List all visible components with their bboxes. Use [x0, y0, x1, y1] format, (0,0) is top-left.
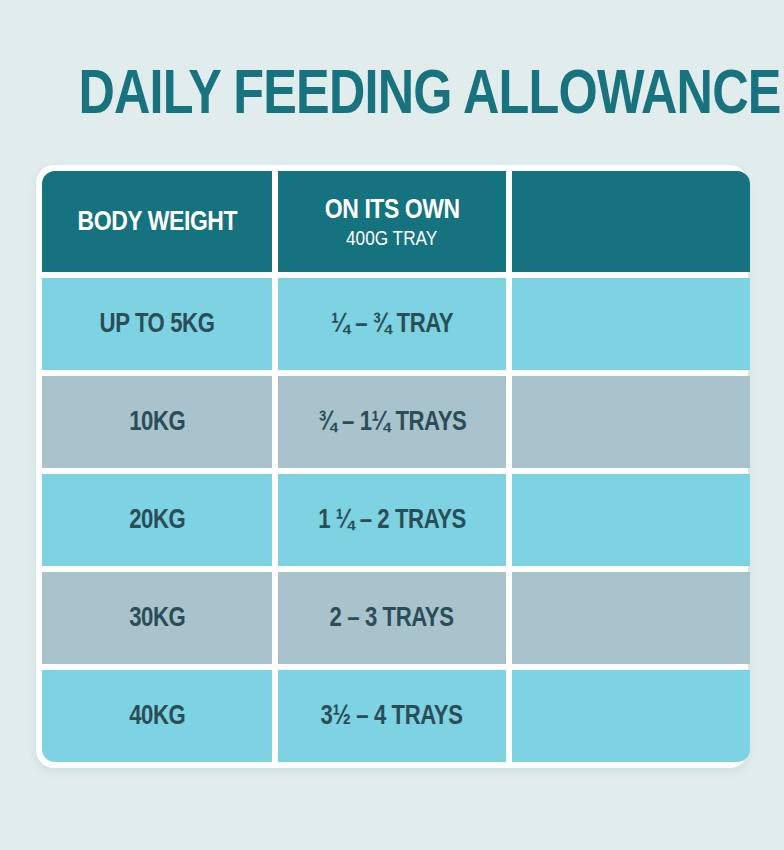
page-title: DAILY FEEDING ALLOWANCE [78, 60, 705, 123]
amount-value: 1 ¼ – 2 TRAYS [318, 505, 466, 535]
feeding-allowance-table: BODY WEIGHT ON ITS OWN 400G TRAY UP TO 5… [36, 165, 748, 768]
body-weight-value: 10KG [129, 407, 185, 437]
amount-cell: ¼ – ¾ TRAY [278, 278, 506, 370]
body-weight-value: 40KG [129, 701, 185, 731]
body-weight-value: 30KG [129, 603, 185, 633]
body-weight-value: UP TO 5KG [100, 309, 215, 339]
amount-cell: 3½ – 4 TRAYS [278, 670, 506, 762]
body-weight-cell: 10KG [42, 376, 272, 468]
header-cell-empty [512, 171, 750, 272]
empty-cell [512, 670, 750, 762]
header-label: BODY WEIGHT [77, 206, 237, 237]
header-label: ON ITS OWN [325, 194, 460, 225]
amount-value: ¼ – ¾ TRAY [331, 309, 453, 339]
amount-value: 3½ – 4 TRAYS [321, 701, 463, 731]
body-weight-cell: 30KG [42, 572, 272, 664]
amount-value: 2 – 3 TRAYS [330, 603, 454, 633]
header-sublabel: 400G TRAY [346, 226, 437, 249]
empty-cell [512, 278, 750, 370]
body-weight-cell: 20KG [42, 474, 272, 566]
amount-cell: 2 – 3 TRAYS [278, 572, 506, 664]
empty-cell [512, 376, 750, 468]
amount-cell: ¾ – 1¼ TRAYS [278, 376, 506, 468]
amount-cell: 1 ¼ – 2 TRAYS [278, 474, 506, 566]
header-cell-body-weight: BODY WEIGHT [42, 171, 272, 272]
empty-cell [512, 474, 750, 566]
empty-cell [512, 572, 750, 664]
header-cell-on-its-own: ON ITS OWN 400G TRAY [278, 171, 506, 272]
body-weight-value: 20KG [129, 505, 185, 535]
amount-value: ¾ – 1¼ TRAYS [318, 407, 466, 437]
body-weight-cell: 40KG [42, 670, 272, 762]
body-weight-cell: UP TO 5KG [42, 278, 272, 370]
